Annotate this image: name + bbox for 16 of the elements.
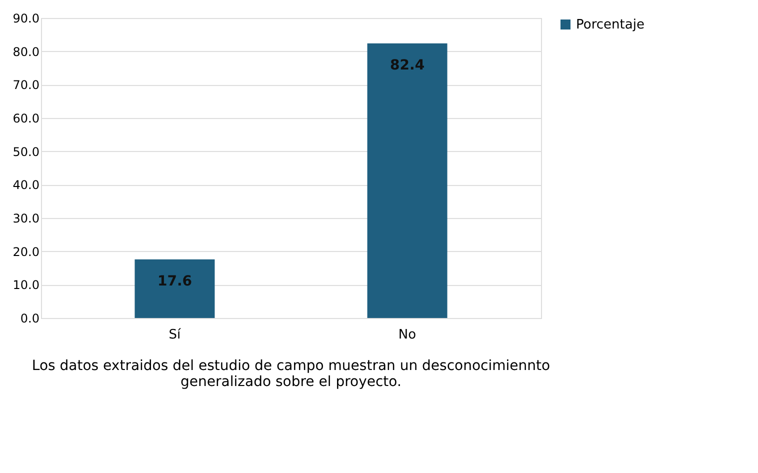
text: Los datos extraidos del estudio de campo muestran un desconocimiennto generalizado sobre el proyecto. [32, 358, 550, 390]
y-tick-label: 50.0 [12, 144, 40, 159]
y-tick-label: 30.0 [12, 212, 40, 226]
y-tick-label: 60.0 [12, 112, 40, 126]
x-tick-label: Sí [168, 328, 182, 342]
y-tick-label: 40.0 [12, 178, 40, 192]
y-tick-label: 80.0 [12, 44, 40, 59]
y-tick-label: 20.0 [12, 244, 40, 259]
data-label: 17.6 [157, 273, 192, 290]
x-tick-label: No [398, 328, 416, 342]
data-label: 82.4 [390, 57, 425, 74]
y-tick-label: 0.0 [20, 312, 40, 326]
legend-label: Porcentaje [576, 18, 644, 32]
y-tick-label: 10.0 [12, 278, 40, 292]
y-tick-label: 90.0 [12, 12, 40, 26]
y-tick-label: 70.0 [12, 78, 40, 92]
